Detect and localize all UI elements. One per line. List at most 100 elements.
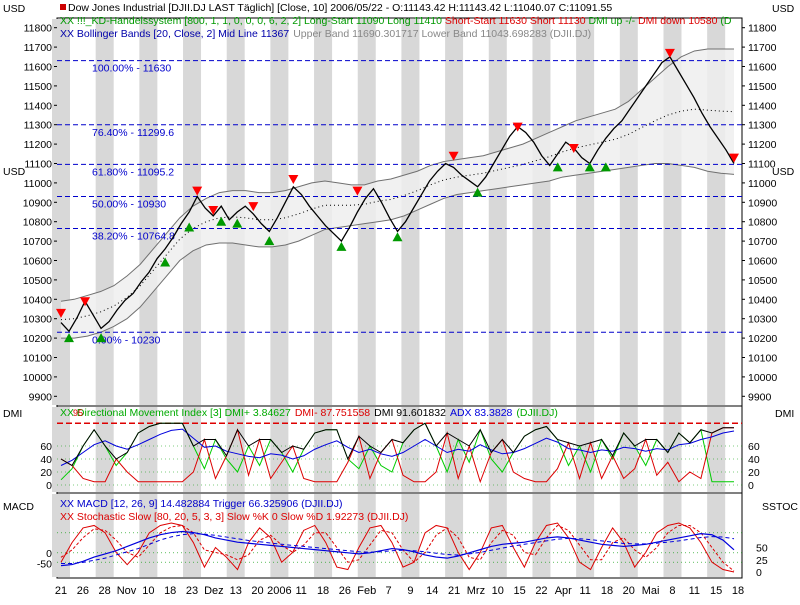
x-tick-label: 10: [492, 585, 504, 597]
time-stripe: [270, 494, 289, 577]
time-stripe: [183, 407, 202, 492]
sell-signal-marker: [208, 206, 219, 216]
time-stripe: [576, 494, 595, 577]
y-tick-label: 11100: [24, 159, 52, 171]
x-tick-label: 9: [407, 585, 413, 597]
buy-signal-marker: [96, 333, 107, 343]
buy-signal-marker: [264, 236, 275, 246]
y-tick-label-right: 11200: [748, 139, 777, 151]
y-tick-label-right: 11300: [748, 120, 777, 132]
y-tick-label-right: 11100: [748, 159, 776, 171]
y-tick-label-right: 11500: [748, 81, 777, 93]
x-tick-label: 15: [513, 585, 525, 597]
x-tick-label: 26: [339, 585, 351, 597]
bollinger-fill: [61, 49, 734, 339]
sell-signal-marker: [80, 297, 91, 307]
dmi-line: [60, 422, 734, 467]
stoch-tick-label: 50: [756, 543, 768, 555]
sstoc-label-right: SSTOC: [762, 501, 798, 513]
sell-signal-marker: [664, 48, 675, 58]
price-layer: 100.00% - 11630 76.40% - 11299.6 61.80% - …: [56, 48, 742, 346]
time-stripe: [314, 407, 333, 492]
x-tick-label: 18: [601, 585, 613, 597]
buy-signal-marker: [392, 232, 403, 242]
y-tick-label-right: 10800: [748, 217, 777, 229]
x-tick-label: 14: [426, 585, 438, 597]
y-tick-label: 11600: [24, 62, 53, 74]
dmi-tick-label: 20: [40, 467, 52, 479]
buy-signal-marker: [184, 222, 195, 232]
buy-signal-marker: [472, 187, 483, 197]
y-tick-label-right: 10400: [748, 294, 777, 306]
time-stripe: [663, 407, 682, 492]
x-tick-label: Nov: [117, 585, 137, 597]
dmi-legend: XX Directional Movement Index [3] DMI+ 3…: [60, 407, 558, 419]
x-tick-label: 26: [77, 585, 89, 597]
time-stripe: [52, 19, 70, 405]
indicator-legend-bollinger: XX Bollinger Bands [20, Close, 2] Mid Li…: [60, 28, 591, 40]
x-tick-label: 15: [710, 585, 722, 597]
time-stripe: [532, 19, 551, 405]
fib-level-label: 61.80% - 11095.2: [92, 166, 174, 178]
y-tick-label: 11000: [24, 178, 53, 190]
dmi-tick-label: 40: [40, 454, 52, 466]
dmi-minus-line: [60, 427, 734, 484]
time-stripe: [488, 407, 507, 492]
y-tick-label-right: 11000: [748, 178, 777, 190]
dmi-tick-label-right: 0: [748, 480, 754, 492]
y-tick-label: 11400: [24, 100, 53, 112]
indicator-legend-kd: XX !!!_KD-Handelssystem [800, 1, 1, 0, 0…: [60, 15, 732, 27]
time-stripe: [619, 407, 638, 492]
time-stripe: [445, 407, 464, 492]
time-stripe: [488, 494, 507, 577]
buy-signal-marker: [216, 216, 227, 226]
y-tick-label: 10700: [23, 236, 52, 248]
time-stripe: [226, 494, 245, 577]
y-tick-label-right: 11400: [748, 100, 777, 112]
x-tick-label: 18: [164, 585, 176, 597]
x-tick-label: 10: [142, 585, 154, 597]
macd-trigger-line: [61, 533, 735, 564]
x-tick-label: 11: [296, 585, 307, 597]
time-stripe: [95, 19, 114, 405]
x-tick-label: 22: [535, 585, 547, 597]
x-tick-label: Mrz: [467, 585, 485, 597]
time-stripe: [663, 494, 682, 577]
x-tick-label: 18: [732, 585, 744, 597]
time-stripe: [445, 494, 464, 577]
usd-label-right-mid: USD: [772, 166, 795, 178]
x-tick-label: Dez: [204, 585, 224, 597]
macd-line: [60, 530, 735, 567]
stoch-tick-label: 25: [756, 555, 768, 567]
buy-signal-marker: [552, 162, 563, 172]
buy-signal-marker: [232, 218, 243, 228]
dmi-tick-label-right: 60: [748, 441, 760, 453]
x-tick-label: 23: [186, 585, 198, 597]
buy-signal-marker: [336, 241, 347, 251]
y-tick-label: 10000: [23, 372, 52, 384]
x-tick-label: 20: [623, 585, 635, 597]
time-stripe: [532, 494, 551, 577]
y-tick-label: 10500: [23, 275, 52, 287]
y-tick-label-right: 10300: [748, 314, 777, 326]
macd-legend: XX MACD [12, 26, 9] 14.482884 Trigger 66…: [60, 498, 343, 510]
y-tick-label: 10900: [23, 197, 52, 209]
sell-signal-marker: [352, 186, 363, 196]
fib-level-label: 50.00% - 10930: [92, 198, 166, 210]
buy-signal-marker: [160, 257, 171, 267]
sell-signal-marker: [448, 151, 459, 161]
y-tick-label: 10800: [23, 217, 52, 229]
time-stripe: [95, 494, 114, 577]
macd-tick-label: -50: [37, 558, 52, 570]
adx-line: [60, 428, 735, 466]
time-stripe: [357, 494, 376, 577]
y-tick-label-right: 11600: [748, 62, 777, 74]
y-tick-label: 11300: [24, 120, 53, 132]
time-stripe: [183, 494, 202, 577]
dmi-layer: [57, 422, 742, 486]
y-tick-label-right: 11700: [748, 42, 777, 54]
fib-level-label: 0.00% - 10230: [92, 334, 160, 346]
bollinger-lower-line: [61, 163, 735, 339]
y-tick-label-right: 10900: [748, 197, 777, 209]
dmi-level-label: 95: [73, 408, 83, 418]
